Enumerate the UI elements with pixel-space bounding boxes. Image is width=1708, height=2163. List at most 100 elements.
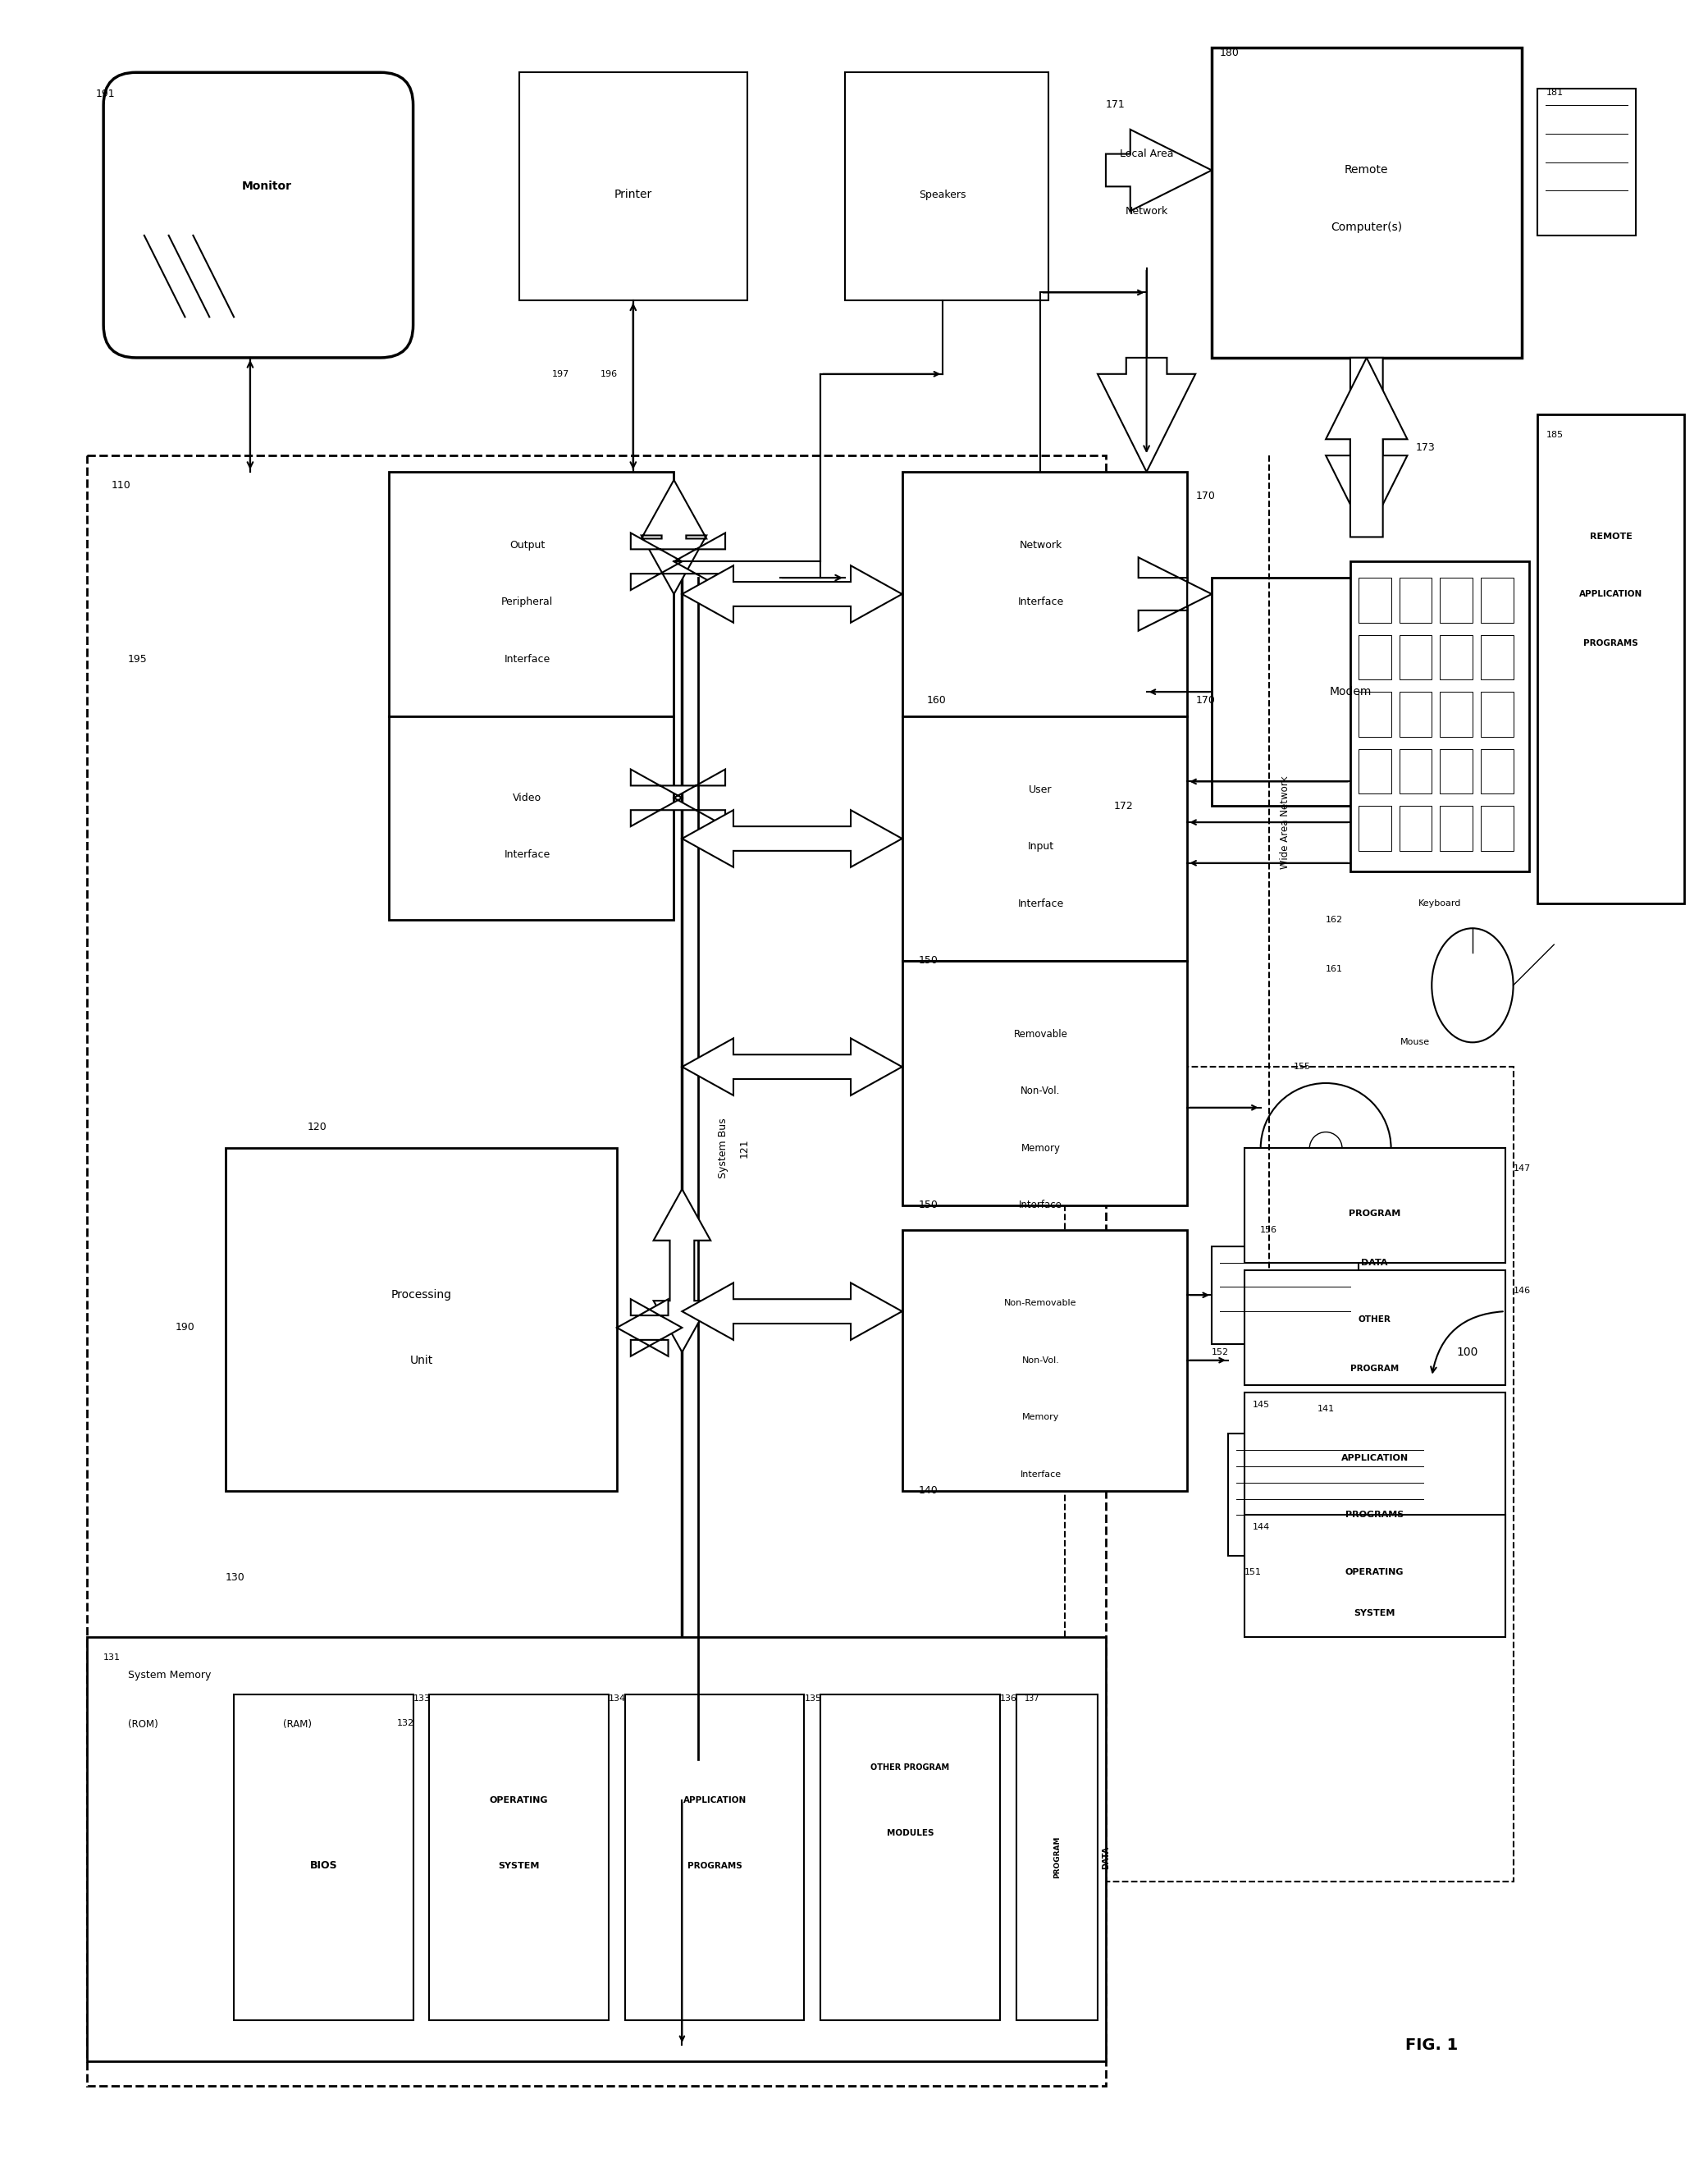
Bar — [902, 716, 1187, 960]
Text: 150: 150 — [919, 956, 938, 967]
Text: 172: 172 — [1114, 800, 1134, 811]
Polygon shape — [1139, 558, 1211, 632]
Text: 191: 191 — [96, 89, 114, 99]
Text: 110: 110 — [111, 480, 132, 491]
Text: Non-Removable: Non-Removable — [1004, 1300, 1078, 1306]
Bar — [389, 716, 675, 919]
Polygon shape — [681, 811, 902, 867]
Text: System Memory: System Memory — [128, 1670, 212, 1681]
Bar — [1016, 1694, 1098, 2020]
Bar — [1245, 1149, 1505, 1263]
Text: 180: 180 — [1220, 48, 1240, 58]
Bar — [225, 1149, 617, 1490]
Text: Non-Vol.: Non-Vol. — [1021, 1356, 1059, 1365]
Text: Speakers: Speakers — [919, 190, 967, 199]
Text: 190: 190 — [176, 1322, 195, 1332]
Text: (ROM): (ROM) — [128, 1720, 159, 1730]
Text: OPERATING: OPERATING — [1346, 1568, 1404, 1577]
Text: 155: 155 — [1293, 1062, 1310, 1071]
Bar — [902, 960, 1187, 1205]
Bar — [1440, 578, 1472, 623]
Text: 185: 185 — [1546, 430, 1563, 439]
Bar — [820, 1694, 999, 2020]
Text: 100: 100 — [1457, 1345, 1477, 1358]
Text: Monitor: Monitor — [241, 182, 292, 193]
Text: 120: 120 — [307, 1120, 326, 1131]
Bar — [1399, 807, 1431, 850]
Text: PROGRAMS: PROGRAMS — [1583, 638, 1638, 647]
Text: FIG. 1: FIG. 1 — [1406, 2038, 1459, 2053]
Text: Interface: Interface — [1018, 898, 1064, 908]
Bar — [429, 1694, 608, 2020]
Text: SYSTEM: SYSTEM — [499, 1862, 540, 1869]
Bar — [1537, 89, 1636, 236]
Polygon shape — [617, 1300, 681, 1356]
Text: Peripheral: Peripheral — [500, 597, 553, 608]
Text: Video: Video — [512, 792, 541, 802]
Polygon shape — [681, 1283, 902, 1339]
Text: 146: 146 — [1513, 1287, 1530, 1296]
Bar — [1211, 578, 1496, 807]
Bar — [1440, 634, 1472, 679]
Bar — [1245, 1393, 1505, 1540]
Bar — [1440, 692, 1472, 738]
Text: 144: 144 — [1252, 1523, 1271, 1531]
Text: OPERATING: OPERATING — [490, 1795, 548, 1804]
Text: Keyboard: Keyboard — [1418, 900, 1462, 908]
Polygon shape — [1105, 130, 1211, 212]
Text: Modem: Modem — [1329, 686, 1372, 699]
Text: PROGRAM: PROGRAM — [1349, 1209, 1401, 1218]
Text: 195: 195 — [128, 653, 147, 664]
Text: Memory: Memory — [1021, 1142, 1061, 1153]
Bar — [1481, 807, 1513, 850]
Text: 196: 196 — [601, 370, 618, 379]
Bar — [1228, 1434, 1431, 1555]
Text: Processing: Processing — [391, 1289, 451, 1300]
Text: OTHER: OTHER — [1358, 1315, 1390, 1324]
Bar — [1351, 562, 1530, 872]
Bar — [234, 1694, 413, 2020]
Text: Mouse: Mouse — [1401, 1038, 1430, 1047]
Bar — [87, 1637, 1105, 2061]
Text: BIOS: BIOS — [309, 1860, 336, 1871]
Text: Interface: Interface — [1020, 1471, 1061, 1479]
Text: Local Area: Local Area — [1120, 149, 1173, 160]
Bar — [1358, 807, 1390, 850]
Text: OTHER PROGRAM: OTHER PROGRAM — [871, 1763, 950, 1771]
Bar — [1211, 1246, 1358, 1343]
Text: MODULES: MODULES — [886, 1830, 934, 1836]
Bar — [1399, 634, 1431, 679]
Text: Interface: Interface — [504, 850, 550, 861]
Text: 141: 141 — [1317, 1406, 1334, 1412]
Bar — [1440, 807, 1472, 850]
Text: Non-Vol.: Non-Vol. — [1021, 1086, 1061, 1097]
Text: 152: 152 — [1211, 1348, 1230, 1356]
Bar — [1481, 692, 1513, 738]
Text: 130: 130 — [225, 1573, 246, 1583]
Bar — [1440, 748, 1472, 794]
Text: 162: 162 — [1325, 915, 1342, 924]
Text: Input: Input — [1028, 841, 1054, 852]
Text: 145: 145 — [1252, 1402, 1269, 1410]
Text: 131: 131 — [104, 1655, 121, 1661]
Text: 173: 173 — [1416, 441, 1435, 452]
Text: 150: 150 — [919, 1200, 938, 1211]
Bar — [1358, 578, 1390, 623]
Text: SYSTEM: SYSTEM — [1354, 1609, 1395, 1618]
Bar — [1481, 748, 1513, 794]
Polygon shape — [681, 565, 902, 623]
Text: (RAM): (RAM) — [284, 1720, 311, 1730]
Text: Memory: Memory — [1021, 1412, 1059, 1421]
Text: 197: 197 — [552, 370, 569, 379]
Bar — [1399, 578, 1431, 623]
Polygon shape — [681, 1038, 902, 1094]
Text: APPLICATION: APPLICATION — [1341, 1454, 1409, 1462]
Bar — [389, 472, 675, 716]
Text: 156: 156 — [1261, 1226, 1278, 1233]
Text: 170: 170 — [1196, 694, 1214, 705]
Bar — [1481, 634, 1513, 679]
Text: 135: 135 — [804, 1694, 822, 1702]
Text: 134: 134 — [608, 1694, 627, 1702]
Text: User: User — [1028, 785, 1052, 796]
Text: System Bus: System Bus — [717, 1118, 728, 1179]
